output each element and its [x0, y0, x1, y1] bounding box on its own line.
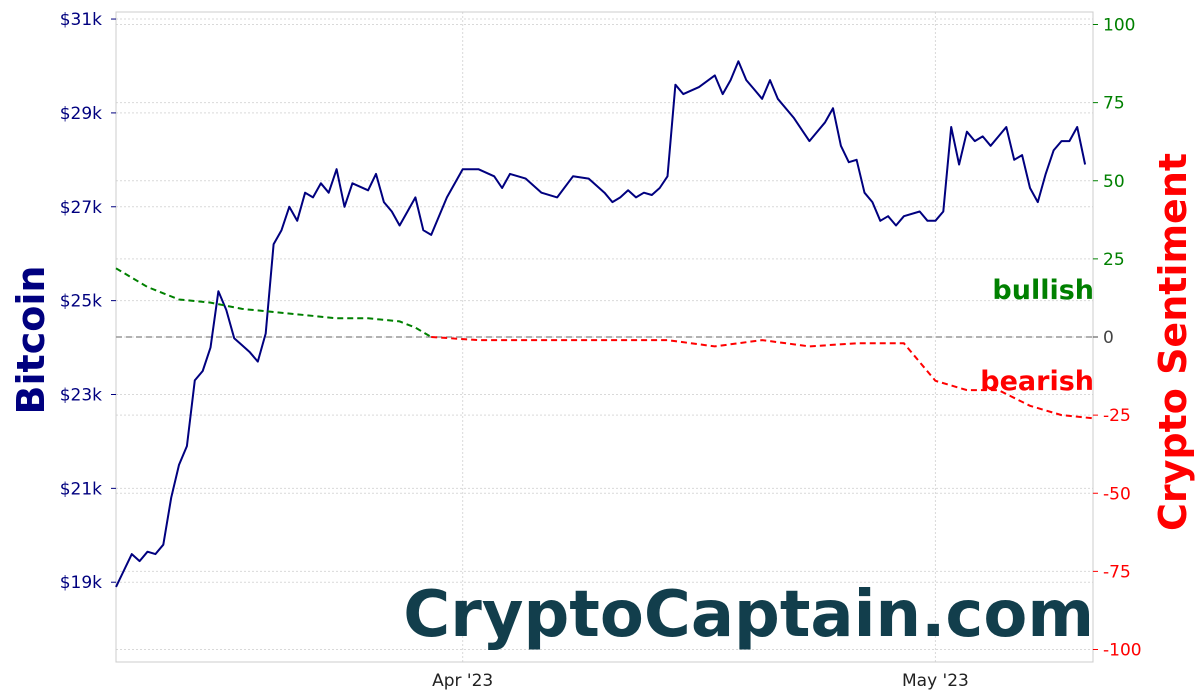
watermark-text: CryptoCaptain.com [403, 578, 1094, 652]
bitcoin-tick-label: $25k [60, 292, 102, 312]
sentiment-axis-ticks: -100 -75 -50 -25 0 25 50 75 100 [1093, 16, 1142, 661]
bitcoin-tick-label: $31k [60, 10, 102, 30]
bearish-annotation: bearish [980, 366, 1094, 397]
sentiment-bullish-line [115, 267, 432, 338]
bitcoin-tick-label: $19k [60, 573, 102, 593]
sentiment-axis-title: Crypto Sentiment [1151, 153, 1195, 531]
series-layer [115, 60, 1094, 588]
sentiment-tick-label: -50 [1103, 484, 1131, 504]
bitcoin-axis-ticks: $19k $21k $23k $25k $27k $29k $31k [60, 10, 116, 593]
sentiment-tick-label: 50 [1103, 172, 1125, 192]
grid-lines [116, 12, 1093, 662]
sentiment-tick-label: -100 [1103, 641, 1142, 661]
bitcoin-price-line [115, 60, 1087, 588]
sentiment-tick-label: 75 [1103, 94, 1125, 114]
bullish-annotation: bullish [992, 275, 1094, 306]
sentiment-tick-label: -25 [1103, 406, 1131, 426]
sentiment-tick-label: 100 [1103, 16, 1135, 36]
x-tick-label: Apr '23 [432, 671, 493, 691]
sentiment-tick-label: 25 [1103, 250, 1125, 270]
bitcoin-tick-label: $23k [60, 385, 102, 405]
bitcoin-tick-label: $21k [60, 479, 102, 499]
sentiment-tick-label: 0 [1103, 328, 1114, 348]
x-axis-ticks: Apr '23 May '23 [432, 671, 969, 691]
bitcoin-axis-title: Bitcoin [9, 266, 53, 415]
bitcoin-tick-label: $29k [60, 104, 102, 124]
bitcoin-tick-label: $27k [60, 198, 102, 218]
x-tick-label: May '23 [902, 671, 969, 691]
sentiment-tick-label: -75 [1103, 562, 1131, 582]
